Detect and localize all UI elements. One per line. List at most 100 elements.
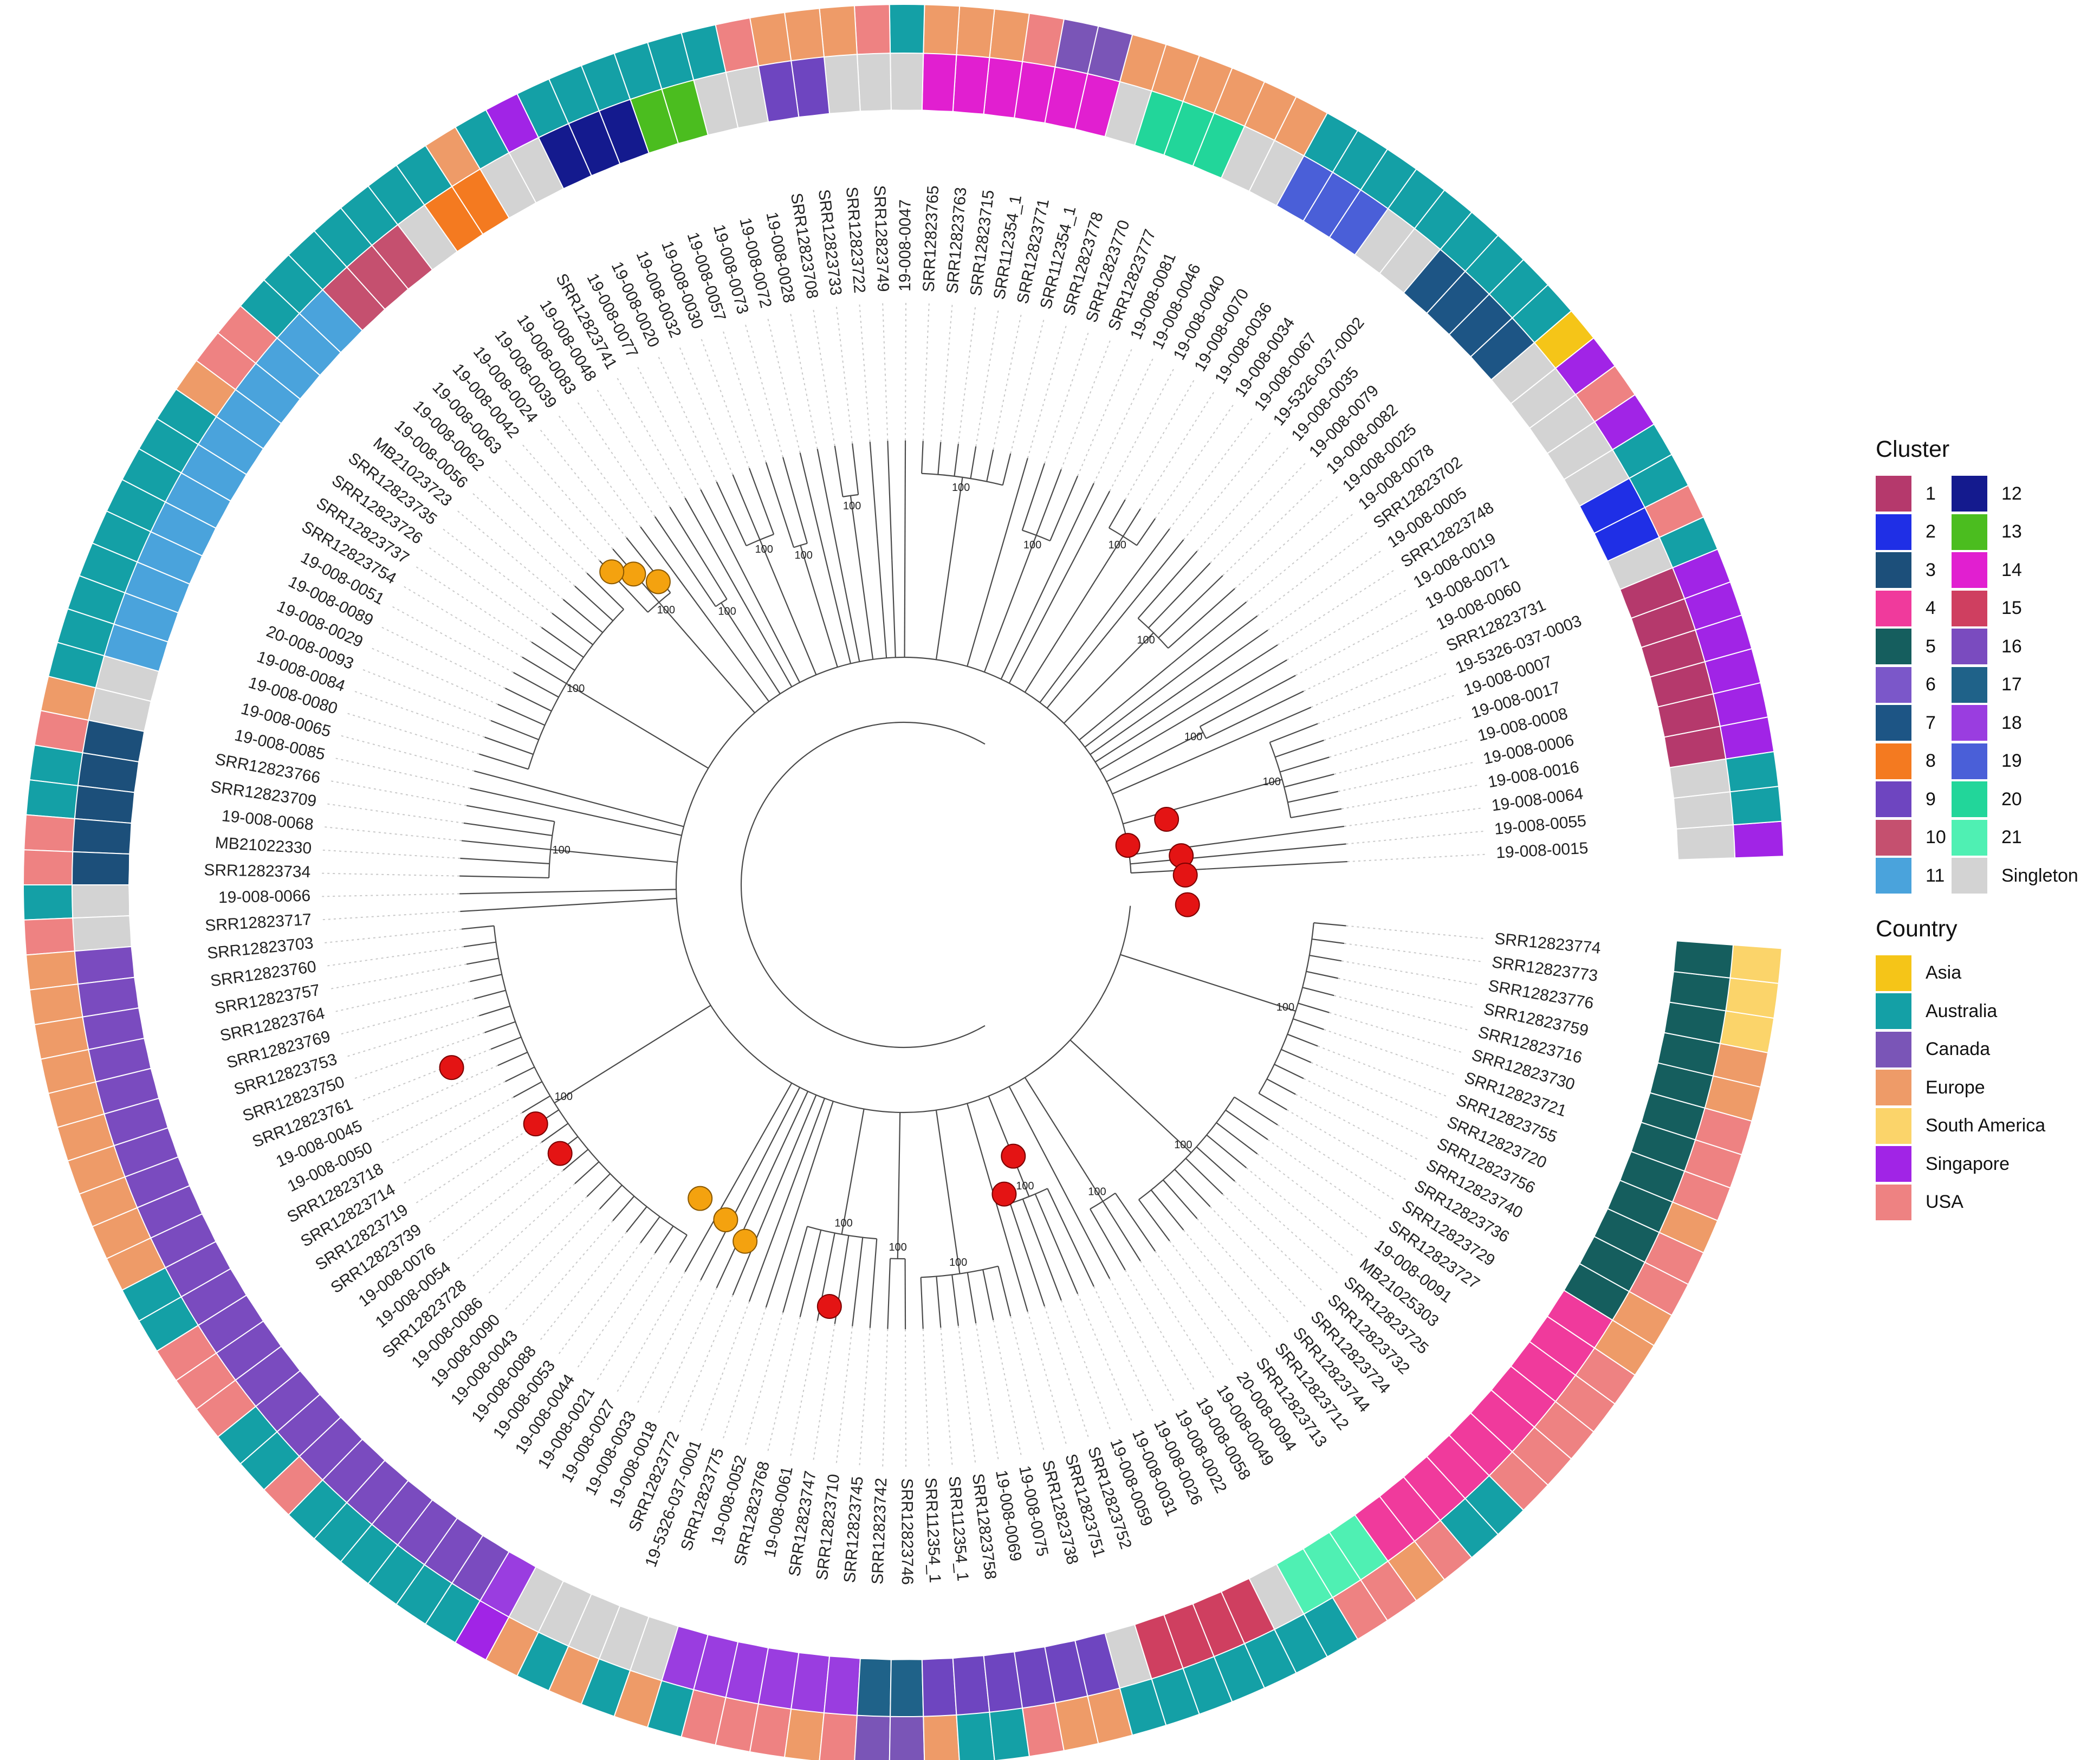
bootstrap-value: 100 [889,1241,906,1253]
cluster-cell [856,53,892,112]
cluster-cell [1163,1603,1215,1670]
internal-branch [566,683,709,769]
country-cell [854,1714,891,1760]
country-swatch [1876,955,1911,991]
cluster-cell [1104,81,1152,146]
country-cell [889,4,925,54]
leaf-guide-line [352,690,485,738]
leaf-guide-line [789,310,818,449]
cluster-label: 15 [2001,598,2022,619]
country-label: Asia [1926,962,1962,983]
cluster-cell [137,1185,203,1239]
cluster-cell [1220,1577,1275,1645]
terminal-branch [574,1161,600,1185]
leaf-guide-line [321,826,462,842]
terminal-branch [474,989,506,1000]
cluster-legend-item: 8 [1876,742,1952,781]
terminal-branch [1227,843,1346,856]
cluster-swatch [1952,858,1987,894]
terminal-branch [834,445,844,497]
terminal-branch [479,753,529,770]
cluster-cell [1248,1563,1305,1630]
terminal-branch [1258,1092,1287,1110]
cluster-cell [180,443,248,502]
country-cell [853,4,891,55]
leaf-guide-line [595,387,671,508]
cluster-cell [1469,317,1535,381]
leaf-label: SRR12823710 [813,1473,844,1581]
leaf-guide-line [922,1329,930,1470]
leaf-guide-line [1257,530,1370,617]
cluster-cell [71,851,131,885]
terminal-branch [497,1051,528,1066]
cluster-cell [1013,61,1056,124]
terminal-branch [586,1173,611,1197]
cluster-cell [1328,1514,1389,1581]
country-cell [956,5,995,59]
leaf-guide-line [1303,1078,1431,1141]
terminal-branch [1302,987,1334,997]
cluster-legend-item: 15 [1952,590,2078,628]
leaf-guide-line [1169,416,1255,529]
leaf-guide-line [858,1328,871,1468]
cluster-cell [1546,1289,1613,1349]
leaf-guide-line [1344,943,1484,963]
country-legend-item: South America [1876,1107,2092,1146]
leaf-guide-line [744,1312,784,1448]
cluster-cell [661,79,709,145]
cluster-swatch [1952,705,1987,741]
leaf-guide-line [1027,1311,1068,1447]
leaf-guide-line [503,1208,600,1312]
country-cell [819,5,858,58]
cluster-legend-item: 3 [1876,551,1952,590]
cluster-cell [1013,1646,1056,1709]
cluster-cell [1426,1434,1490,1499]
internal-branch [761,1095,817,1226]
leaf-guide-line [486,474,588,574]
cluster-cell [1606,1179,1674,1233]
cluster-swatch [1952,629,1987,665]
cluster-cell [124,561,191,614]
internal-branch [754,1083,793,1150]
leaf-guide-line [368,1065,498,1123]
cluster-legend-item: 2 [1876,513,1952,552]
cluster-cell [823,1655,861,1716]
cluster-cell [397,1499,458,1565]
cluster-cell [424,185,484,253]
terminal-branch [1298,1002,1330,1013]
terminal-branch [1207,860,1347,870]
leaf-guide-line [957,1325,976,1466]
backbone-arc [675,657,1132,1114]
terminal-branch [1148,562,1211,629]
cluster-cell [322,1438,386,1504]
internal-branch [558,897,677,907]
leaf-guide-line [858,301,871,442]
country-cell [956,1711,995,1760]
bootstrap-value: 100 [1023,539,1041,551]
terminal-branch [1021,463,1046,530]
terminal-branch [1074,1211,1111,1279]
leaf-guide-line [1277,568,1397,645]
leaf-guide-line [615,375,686,499]
cluster-cell [1490,1365,1557,1428]
country-cell [25,779,79,819]
leaf-guide-line [575,399,656,517]
terminal-branch [887,1258,891,1329]
cluster-cell [757,1647,800,1710]
cluster-cell [71,884,131,919]
leaf-guide-line [455,508,564,600]
cluster-cell [150,1213,217,1269]
cluster-cell [1328,189,1389,256]
bootstrap-value: 100 [834,1218,852,1230]
cluster-swatch [1876,552,1911,588]
cluster-cell [1074,73,1121,138]
leaf-guide-line [321,928,462,944]
bootstrap-value: 100 [657,604,675,616]
leaf-label: SRR12823749 [870,185,892,292]
terminal-branch [982,1269,994,1321]
cluster-cell [164,472,232,529]
leaf-guide-line [503,457,600,561]
leaf-guide-line [413,565,532,643]
terminal-branch [1034,1194,1079,1294]
cluster-cell [1579,1235,1646,1292]
